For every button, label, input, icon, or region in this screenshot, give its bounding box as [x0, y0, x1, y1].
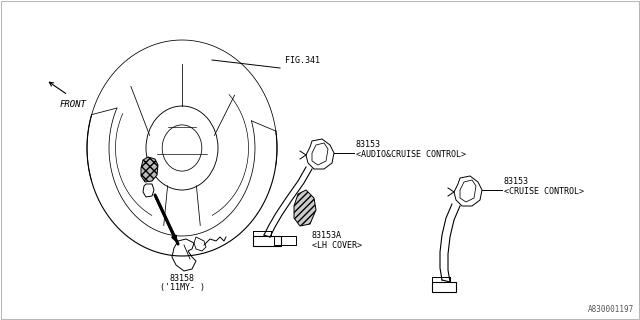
Text: 83158: 83158	[170, 274, 195, 283]
Text: <CRUISE CONTROL>: <CRUISE CONTROL>	[504, 187, 584, 196]
Text: 83153: 83153	[504, 177, 529, 186]
Text: <LH COVER>: <LH COVER>	[312, 241, 362, 250]
Bar	[274, 236, 296, 245]
Text: 83153: 83153	[356, 140, 381, 149]
Bar	[432, 282, 456, 292]
Text: FIG.341: FIG.341	[285, 56, 320, 65]
Bar	[253, 236, 281, 246]
Text: ('11MY- ): ('11MY- )	[159, 283, 205, 292]
Text: FRONT: FRONT	[60, 100, 87, 109]
Polygon shape	[294, 190, 316, 226]
Text: A830001197: A830001197	[588, 305, 634, 314]
Polygon shape	[141, 157, 158, 182]
Text: <AUDIO&CRUISE CONTROL>: <AUDIO&CRUISE CONTROL>	[356, 150, 466, 159]
Text: 83153A: 83153A	[312, 231, 342, 240]
